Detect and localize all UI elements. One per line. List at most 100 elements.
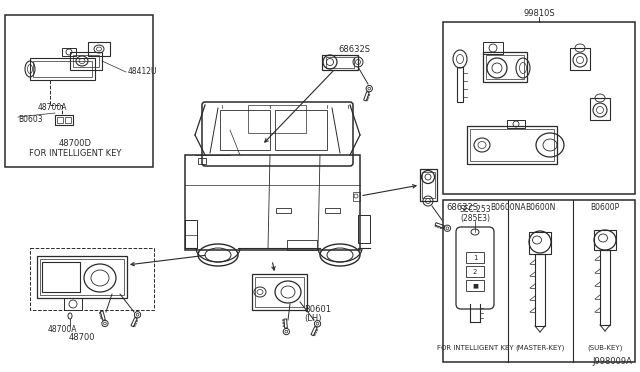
Bar (135, 323, 136, 324)
Bar (287, 240, 317, 250)
Bar (535, 254, 545, 326)
Bar (255, 277, 304, 307)
Bar (435, 225, 436, 227)
Bar (64, 298, 82, 310)
Bar (314, 334, 316, 336)
Bar (590, 98, 610, 120)
Ellipse shape (285, 330, 287, 333)
Bar (198, 158, 206, 164)
Bar (33, 61, 92, 77)
Bar (65, 117, 71, 123)
Bar (252, 274, 307, 310)
Bar (367, 97, 369, 99)
Bar (248, 105, 306, 133)
Bar (470, 129, 554, 161)
Text: 68632S: 68632S (338, 45, 370, 54)
Bar (325, 208, 340, 213)
Bar (283, 320, 284, 321)
Bar (315, 332, 317, 333)
Text: (MASTER-KEY): (MASTER-KEY) (515, 345, 564, 351)
Bar (326, 57, 354, 68)
Bar (30, 58, 95, 80)
Text: 48700: 48700 (68, 334, 95, 343)
Bar (220, 110, 270, 150)
Text: 2: 2 (473, 269, 477, 275)
Bar (99, 312, 101, 314)
Bar (438, 226, 439, 228)
Text: 48700A: 48700A (47, 326, 77, 334)
Text: SEC.253: SEC.253 (459, 205, 491, 215)
Text: 1: 1 (473, 255, 477, 261)
Bar (55, 115, 73, 125)
Text: (SUB-KEY): (SUB-KEY) (588, 345, 623, 351)
Bar (100, 315, 102, 316)
Bar (529, 232, 551, 254)
Bar (57, 117, 63, 123)
Bar (283, 322, 284, 324)
Bar (100, 311, 106, 320)
Bar (88, 42, 110, 56)
Bar (594, 230, 616, 250)
Bar (466, 252, 484, 263)
Bar (275, 110, 327, 150)
Bar (457, 67, 463, 102)
Bar (185, 155, 360, 250)
Bar (30, 248, 154, 310)
Bar (443, 200, 635, 362)
Bar (483, 52, 527, 82)
Text: 99810S: 99810S (523, 10, 555, 19)
Bar (483, 42, 503, 54)
Bar (466, 266, 484, 277)
Text: 48700A: 48700A (38, 103, 67, 112)
Text: (285E3): (285E3) (460, 214, 490, 222)
Bar (134, 325, 136, 327)
Bar (420, 169, 437, 201)
Text: 48412U: 48412U (128, 67, 157, 77)
Bar (443, 22, 635, 194)
Text: ■: ■ (472, 283, 478, 289)
Bar (62, 48, 76, 56)
Text: (LH): (LH) (304, 314, 321, 323)
Bar (366, 99, 368, 101)
Bar (364, 92, 369, 101)
Bar (185, 220, 197, 248)
Bar (467, 126, 557, 164)
Text: B0600NA: B0600NA (490, 203, 526, 212)
Ellipse shape (316, 323, 319, 325)
Bar (311, 326, 317, 336)
Bar (284, 319, 287, 328)
Bar (70, 52, 102, 70)
Bar (100, 317, 102, 319)
Bar (353, 192, 360, 201)
Text: 48700D: 48700D (58, 140, 92, 148)
Bar (73, 55, 99, 67)
Bar (40, 259, 124, 295)
Bar (283, 325, 285, 327)
Bar (276, 208, 291, 213)
Text: B0600P: B0600P (590, 203, 620, 212)
Bar (5, 15, 153, 167)
Bar (37, 256, 127, 298)
Bar (440, 227, 442, 229)
Text: 68632S: 68632S (446, 202, 478, 212)
Text: B0603: B0603 (18, 115, 43, 125)
Bar (322, 55, 358, 70)
Bar (422, 172, 435, 198)
Bar (570, 48, 590, 70)
Bar (131, 317, 137, 327)
Ellipse shape (104, 322, 106, 325)
Bar (358, 215, 370, 243)
Bar (435, 223, 444, 228)
Text: FOR INTELLIGENT KEY: FOR INTELLIGENT KEY (29, 150, 121, 158)
Text: FOR INTELLIGENT KEY: FOR INTELLIGENT KEY (436, 345, 513, 351)
Bar (316, 329, 317, 331)
Bar (42, 262, 80, 292)
Ellipse shape (136, 313, 139, 316)
Bar (466, 280, 484, 291)
Bar (600, 250, 610, 325)
Text: B0601: B0601 (304, 305, 331, 314)
Ellipse shape (368, 87, 371, 90)
Text: B0600N: B0600N (525, 203, 555, 212)
Text: J998009A: J998009A (592, 357, 632, 366)
Bar (136, 320, 138, 322)
